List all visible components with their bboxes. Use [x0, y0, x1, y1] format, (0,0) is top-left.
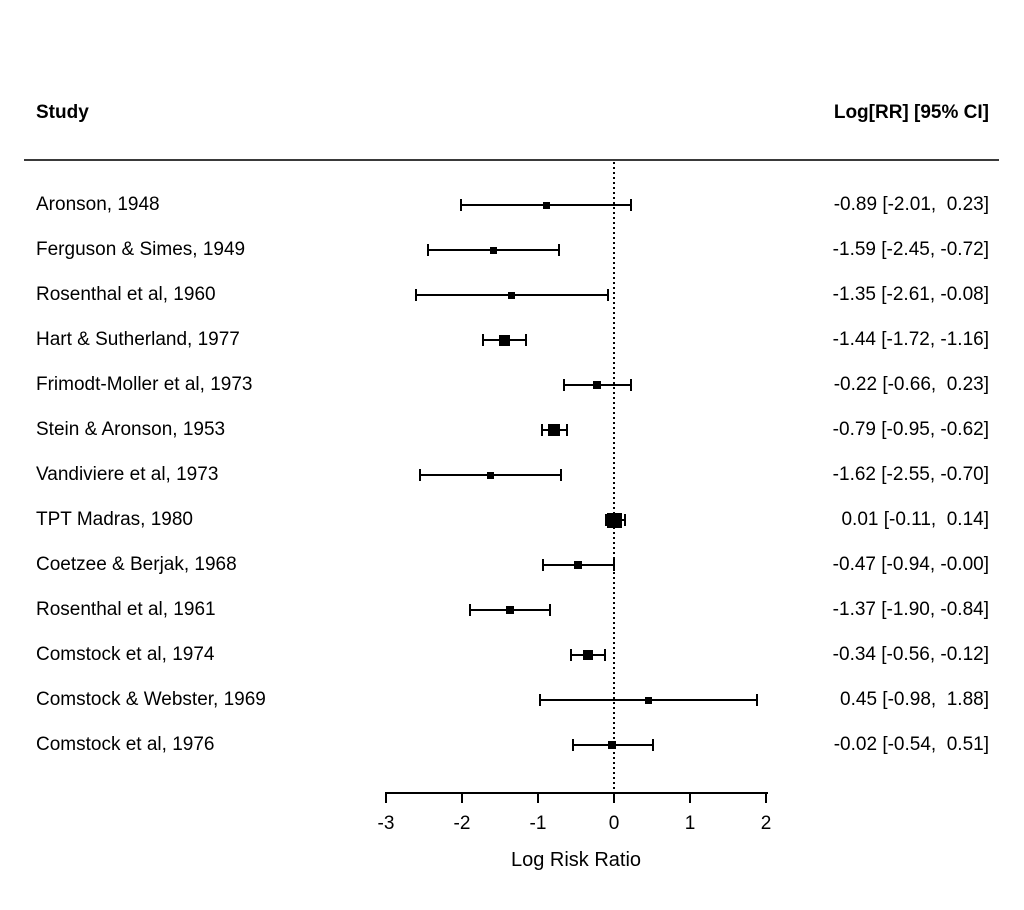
x-axis-line — [385, 792, 768, 794]
study-label: Hart & Sutherland, 1977 — [36, 329, 240, 350]
annotation-value: -1.37 [-1.90, -0.84] — [832, 599, 989, 620]
header-separator-line — [24, 159, 999, 161]
ci-cap-left — [460, 199, 463, 211]
estimate-marker — [574, 561, 582, 569]
estimate-marker — [608, 741, 616, 749]
study-label: TPT Madras, 1980 — [36, 509, 194, 530]
ci-cap-left — [414, 289, 417, 301]
ci-cap-left — [541, 559, 544, 571]
x-axis-tick-label: -3 — [377, 813, 395, 834]
annotation-value: -1.62 [-2.55, -0.70] — [832, 464, 989, 485]
estimate-marker — [645, 697, 652, 704]
ci-cap-left — [604, 514, 607, 526]
estimate-marker — [583, 650, 593, 660]
annotation-value: -0.89 [-2.01, 0.23] — [833, 194, 989, 215]
x-axis-tick-label: 1 — [684, 813, 696, 834]
estimate-marker — [506, 606, 514, 614]
ci-cap-right — [755, 694, 758, 706]
ci-cap-right — [558, 244, 561, 256]
study-label: Aronson, 1948 — [36, 194, 160, 215]
annotation-value: -1.44 [-1.72, -1.16] — [832, 329, 989, 350]
annotation-value: 0.45 [-0.98, 1.88] — [840, 689, 989, 710]
ci-cap-right — [651, 739, 654, 751]
annotation-value: -0.34 [-0.56, -0.12] — [832, 644, 989, 665]
annotation-value: -1.59 [-2.45, -0.72] — [832, 239, 989, 260]
ci-cap-left — [468, 604, 471, 616]
ci-cap-left — [570, 649, 573, 661]
x-axis-tick-mark — [385, 792, 387, 803]
ci-cap-left — [419, 469, 422, 481]
ci-cap-right — [623, 514, 626, 526]
estimate-marker — [543, 202, 550, 209]
ci-cap-left — [571, 739, 574, 751]
ci-cap-right — [524, 334, 527, 346]
ci-cap-right — [565, 424, 568, 436]
ci-cap-left — [426, 244, 429, 256]
x-axis-tick-mark — [765, 792, 767, 803]
study-label: Frimodt-Moller et al, 1973 — [36, 374, 253, 395]
study-label: Comstock et al, 1974 — [36, 644, 215, 665]
estimate-marker — [487, 472, 494, 479]
ci-cap-right — [630, 379, 633, 391]
estimate-marker — [548, 424, 560, 436]
x-axis-tick-label: 0 — [608, 813, 620, 834]
x-axis-tick-mark — [613, 792, 615, 803]
study-label: Vandiviere et al, 1973 — [36, 464, 219, 485]
ci-cap-left — [482, 334, 485, 346]
estimate-marker — [593, 381, 601, 389]
annotation-column-header: Log[RR] [95% CI] — [833, 102, 989, 123]
x-axis-tick-mark — [537, 792, 539, 803]
x-axis-tick-label: 2 — [760, 813, 772, 834]
ci-cap-left — [562, 379, 565, 391]
estimate-marker — [499, 335, 510, 346]
annotation-value: -0.22 [-0.66, 0.23] — [833, 374, 989, 395]
annotation-value: -0.79 [-0.95, -0.62] — [832, 419, 989, 440]
ci-cap-right — [559, 469, 562, 481]
annotation-value: -0.02 [-0.54, 0.51] — [833, 734, 989, 755]
ci-cap-right — [603, 649, 606, 661]
x-axis-title: Log Risk Ratio — [510, 849, 642, 871]
x-axis-tick-mark — [689, 792, 691, 803]
study-label: Rosenthal et al, 1960 — [36, 284, 216, 305]
study-label: Ferguson & Simes, 1949 — [36, 239, 246, 260]
estimate-marker — [490, 247, 497, 254]
ci-cap-right — [606, 289, 609, 301]
annotation-value: -1.35 [-2.61, -0.08] — [832, 284, 989, 305]
study-label: Stein & Aronson, 1953 — [36, 419, 226, 440]
study-column-header: Study — [36, 102, 89, 123]
ci-cap-left — [538, 694, 541, 706]
annotation-value: -0.47 [-0.94, -0.00] — [832, 554, 989, 575]
zero-reference-line — [613, 162, 615, 793]
study-label: Rosenthal et al, 1961 — [36, 599, 216, 620]
study-label: Comstock & Webster, 1969 — [36, 689, 266, 710]
ci-cap-right — [630, 199, 633, 211]
x-axis-tick-label: -2 — [453, 813, 471, 834]
x-axis-tick-label: -1 — [529, 813, 547, 834]
annotation-value: 0.01 [-0.11, 0.14] — [841, 509, 989, 530]
study-label: Coetzee & Berjak, 1968 — [36, 554, 237, 575]
x-axis-tick-mark — [461, 792, 463, 803]
study-label: Comstock et al, 1976 — [36, 734, 215, 755]
estimate-marker — [508, 292, 515, 299]
ci-cap-right — [549, 604, 552, 616]
ci-cap-left — [540, 424, 543, 436]
